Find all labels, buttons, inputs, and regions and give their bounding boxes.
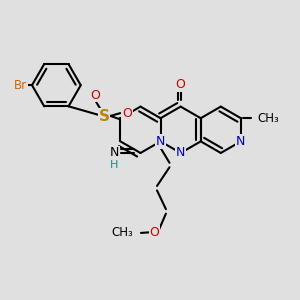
Text: N: N xyxy=(236,135,246,148)
Text: N: N xyxy=(110,146,119,160)
Text: O: O xyxy=(90,88,100,101)
Text: CH₃: CH₃ xyxy=(111,226,133,239)
Text: N: N xyxy=(176,146,185,160)
Text: N: N xyxy=(156,135,165,148)
Text: Br: Br xyxy=(14,79,27,92)
Text: S: S xyxy=(98,109,110,124)
Text: H: H xyxy=(110,160,118,170)
Text: O: O xyxy=(150,226,160,239)
Text: O: O xyxy=(122,107,132,120)
Text: CH₃: CH₃ xyxy=(257,112,279,125)
Text: O: O xyxy=(176,78,186,91)
